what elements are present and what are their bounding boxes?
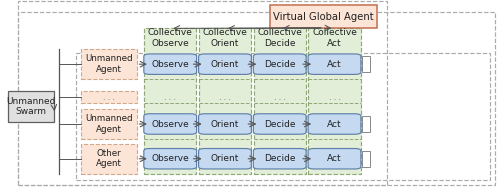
Text: Other
Agent: Other Agent [96,149,122,168]
Text: . . .: . . . [328,93,340,102]
Text: Observe: Observe [152,60,189,69]
Text: Act: Act [327,60,342,69]
FancyBboxPatch shape [362,116,370,132]
Text: Decide: Decide [264,60,296,69]
FancyBboxPatch shape [254,54,306,74]
Text: Collective
Orient: Collective Orient [202,28,248,47]
Text: . . .: . . . [164,93,176,102]
FancyBboxPatch shape [308,28,360,174]
Text: Act: Act [327,119,342,129]
FancyBboxPatch shape [8,91,54,122]
Text: . . .: . . . [103,93,115,102]
FancyBboxPatch shape [254,149,306,169]
FancyBboxPatch shape [362,151,370,167]
FancyBboxPatch shape [81,49,136,79]
FancyBboxPatch shape [199,28,251,174]
Text: Unmanned
Agent: Unmanned Agent [85,54,132,74]
FancyBboxPatch shape [144,54,197,74]
Text: Collective
Decide: Collective Decide [258,28,302,47]
FancyBboxPatch shape [81,109,136,139]
Text: Decide: Decide [264,154,296,163]
Text: Act: Act [327,154,342,163]
FancyBboxPatch shape [362,56,370,72]
Text: Observe: Observe [152,154,189,163]
Text: Decide: Decide [264,119,296,129]
Text: Observe: Observe [152,119,189,129]
FancyBboxPatch shape [308,149,361,169]
FancyBboxPatch shape [144,114,197,134]
Text: Unmanned
Swarm: Unmanned Swarm [6,97,56,116]
Text: Virtual Global Agent: Virtual Global Agent [273,12,374,22]
Text: Collective
Observe: Collective Observe [148,28,192,47]
Text: Unmanned
Agent: Unmanned Agent [85,114,132,134]
FancyBboxPatch shape [144,149,197,169]
FancyBboxPatch shape [144,28,197,174]
FancyBboxPatch shape [198,149,252,169]
FancyBboxPatch shape [198,114,252,134]
Text: Collective
Act: Collective Act [312,28,357,47]
FancyBboxPatch shape [254,114,306,134]
FancyBboxPatch shape [308,114,361,134]
FancyBboxPatch shape [308,54,361,74]
FancyBboxPatch shape [81,91,136,103]
Text: . . .: . . . [219,93,231,102]
FancyBboxPatch shape [81,144,136,174]
FancyBboxPatch shape [198,54,252,74]
FancyBboxPatch shape [254,28,306,174]
Text: . . .: . . . [274,93,285,102]
Text: Orient: Orient [211,154,239,163]
Text: Orient: Orient [211,119,239,129]
Text: Orient: Orient [211,60,239,69]
FancyBboxPatch shape [270,5,377,28]
